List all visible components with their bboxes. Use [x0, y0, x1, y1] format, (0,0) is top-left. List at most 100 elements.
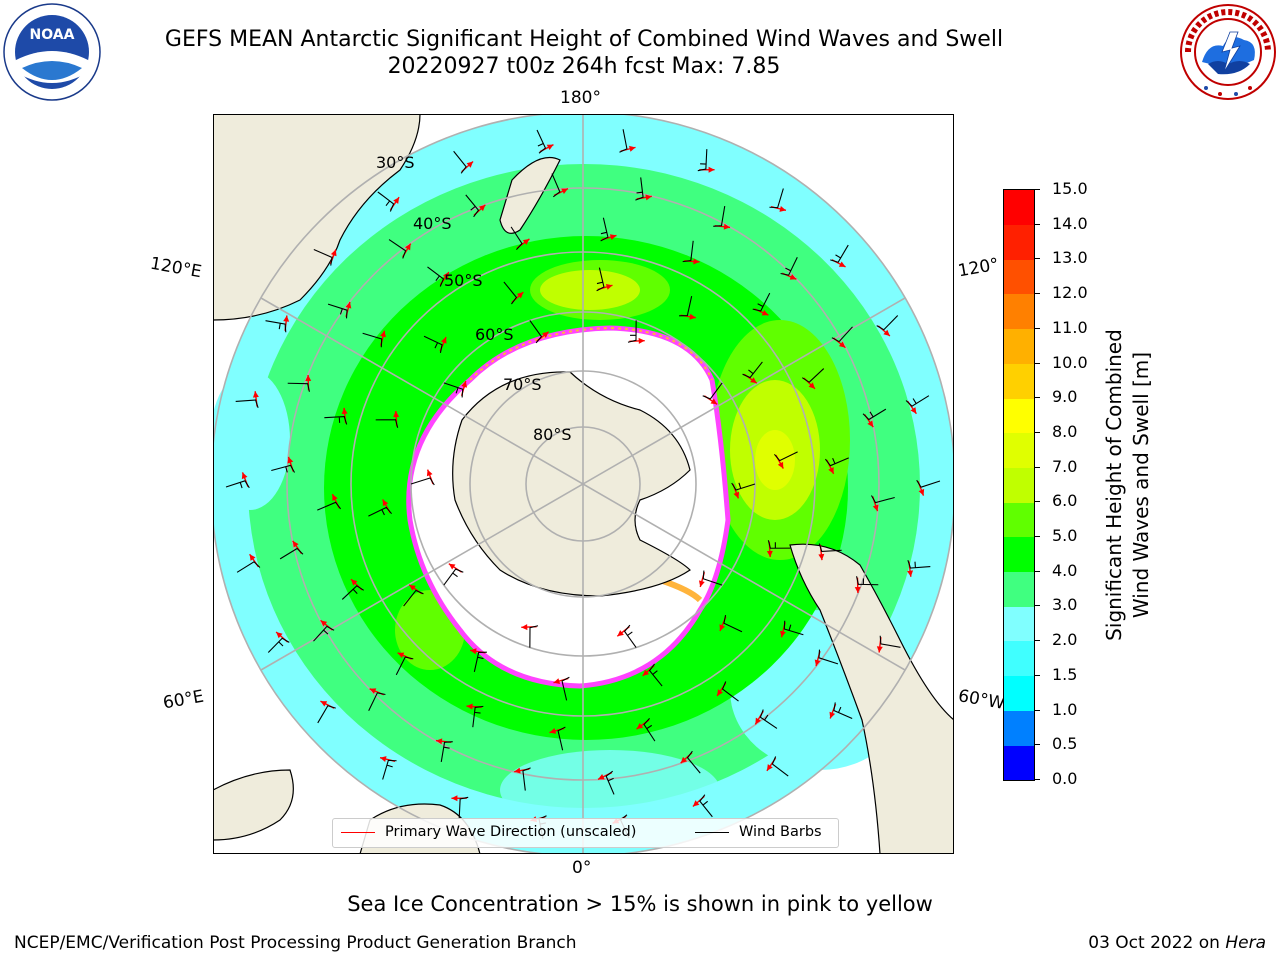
wave-arrow-head: [409, 584, 416, 591]
wave-arrow-head: [719, 624, 726, 631]
wave-arrow-head: [617, 630, 624, 637]
wave-arrow-head: [693, 258, 700, 265]
wave-arrow-head: [397, 652, 405, 659]
wave-arrow-head: [305, 374, 312, 382]
wind-barb: [375, 419, 399, 428]
wind-barb: [771, 756, 789, 777]
colorbar-tick-label: 15.0: [1052, 179, 1088, 198]
wave-arrow-head: [733, 491, 740, 499]
colorbar-tick: [1034, 709, 1040, 711]
colorbar-tick-label: 7.0: [1052, 456, 1078, 476]
africa: [213, 769, 294, 841]
wind-barb: [271, 464, 296, 473]
wind-barb: [907, 560, 931, 569]
wave-arrow-head: [710, 398, 718, 405]
wind-barb: [529, 625, 539, 648]
wave-arrow-head: [910, 407, 917, 414]
wave-arrow-head: [723, 223, 731, 230]
wave-arrow-head: [345, 301, 352, 309]
colorbar-segment: [1004, 224, 1034, 260]
colorbar-segment: [1004, 606, 1034, 642]
wind-barb: [831, 326, 853, 343]
wind-barb: [561, 676, 570, 701]
wave-arrow-head: [341, 407, 348, 415]
colorbar-tick: [1034, 397, 1040, 399]
wind-barb: [596, 267, 605, 292]
wave-arrow-head: [393, 197, 400, 204]
colorbar: [1003, 189, 1035, 781]
wave-arrow-head: [241, 472, 248, 480]
lon-label-120e: 120°E: [148, 253, 204, 283]
colorbar-tick-label: 6.0: [1052, 491, 1078, 511]
wind-barb: [697, 149, 708, 172]
wind-barb: [759, 709, 778, 729]
wave-arrow-head: [698, 580, 705, 587]
wave-arrow-head: [638, 337, 645, 344]
wave-arrow-head: [761, 309, 769, 316]
wave-arrow-head: [426, 469, 433, 477]
wave-arrow-head: [522, 238, 530, 245]
wave-arrow-head: [789, 274, 797, 280]
wind-barb: [472, 705, 484, 728]
wind-barb: [870, 495, 895, 504]
colorbar-tick: [1034, 570, 1040, 572]
wave-arrow-head: [546, 144, 554, 151]
wave-arrow-head: [542, 331, 549, 338]
wave-arrow-head: [382, 499, 389, 507]
wave-arrow-head: [461, 381, 468, 388]
colorbar-segment: [1004, 710, 1034, 746]
lon-label-60e: 60°E: [161, 686, 206, 714]
wind-barb: [313, 248, 333, 266]
wave-arrow-head: [561, 188, 568, 194]
wind-barb: [267, 637, 290, 653]
wind-barb: [648, 663, 663, 687]
colorbar-segment: [1004, 467, 1034, 503]
wave-arrow-head: [380, 330, 386, 338]
wind-barb: [682, 240, 694, 263]
sea-ice-note: Sea Ice Concentration > 15% is shown in …: [347, 892, 933, 916]
wave-arrow-head: [276, 631, 283, 639]
wave-arrow-head: [867, 420, 874, 428]
wind-barb: [236, 561, 261, 573]
wave-arrow-head: [750, 377, 757, 384]
wave-arrow-head: [451, 795, 458, 802]
lon-label-0: 0°: [572, 858, 592, 878]
wind-barb: [536, 129, 547, 154]
credit-text: NCEP/EMC/Verification Post Processing Pr…: [14, 933, 577, 953]
wave-arrow-head: [708, 166, 715, 173]
wave-arrow-head: [818, 553, 825, 561]
wind-barb: [699, 794, 713, 818]
chart-subtitle: 20220927 t00z 264h fcst Max: 7.85: [387, 54, 781, 79]
colorbar-tick: [1034, 466, 1040, 468]
wave-arrow-head: [448, 563, 456, 570]
wave-arrow-head: [598, 774, 605, 780]
wave-arrow-head: [435, 738, 443, 745]
wind-barb: [802, 368, 825, 383]
wind-barb: [443, 382, 464, 398]
wind-barb: [427, 266, 445, 287]
colorbar-segment: [1004, 745, 1034, 781]
wind-barb: [818, 649, 839, 665]
wind-barb: [265, 320, 287, 333]
wind-barb: [783, 620, 804, 636]
wind-barb: [557, 726, 566, 751]
wind-barb: [905, 395, 930, 407]
wave-arrow-head: [466, 703, 473, 710]
lat-label-40s: 40°S: [413, 214, 452, 233]
colorbar-tick: [1034, 362, 1040, 364]
map-legend: Primary Wave Direction (unscaled) Wind B…: [332, 818, 839, 848]
wave-arrow-head: [292, 540, 299, 548]
wind-barb: [818, 543, 842, 552]
wave-arrow-head: [907, 570, 914, 577]
wind-barb: [503, 281, 518, 305]
legend-label-wave: Primary Wave Direction (unscaled): [385, 824, 637, 840]
wave-arrow-head: [252, 391, 259, 398]
wind-barb: [619, 129, 628, 153]
colorbar-tick-label: 12.0: [1052, 283, 1088, 303]
colorbar-tick-label: 9.0: [1052, 387, 1078, 407]
wave-arrow-head: [470, 648, 477, 655]
antarctic-wave-map: [213, 114, 954, 854]
wave-arrow-head: [777, 461, 784, 469]
colorbar-tick-label: 8.0: [1052, 421, 1078, 441]
wind-barb: [623, 624, 637, 648]
